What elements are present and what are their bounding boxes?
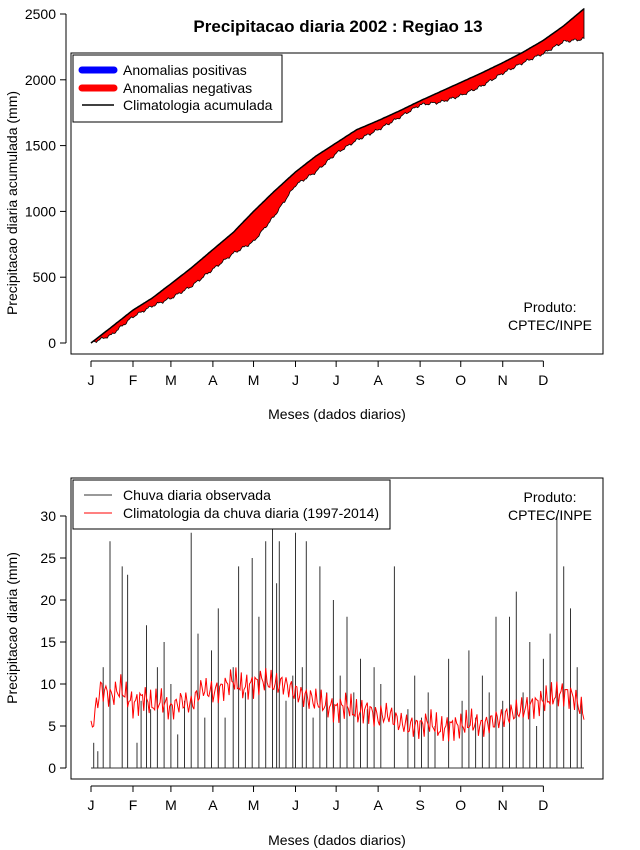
product-source-top: CPTEC/INPE — [508, 317, 592, 333]
legend-top: Anomalias positivas Anomalias negativas … — [72, 54, 283, 123]
y-tick-label: 1000 — [25, 203, 56, 219]
y-axis-label-top: Precipitacao diaria acumulada (mm) — [4, 91, 20, 315]
y-tick-label: 15 — [40, 634, 56, 650]
x-tick-label-0: J — [88, 372, 95, 388]
y-tick-label: 0 — [48, 760, 56, 776]
product-source-bottom: CPTEC/INPE — [508, 507, 592, 523]
climatology-cumulative-line — [90, 8, 585, 344]
x-tick-label-7: A — [373, 372, 383, 388]
y-tick-label: 20 — [40, 592, 56, 608]
x-tick-label-3: A — [208, 797, 218, 813]
legend-label-positive: Anomalias positivas — [123, 62, 247, 78]
climatology-line — [90, 667, 585, 742]
anomaly-band — [90, 7, 585, 344]
x-tick-label-5: J — [292, 372, 299, 388]
x-tick-label-6: J — [333, 372, 340, 388]
x-tick-label-9: O — [455, 372, 466, 388]
x-tick-label-2: M — [165, 797, 177, 813]
x-axis-label-top: Meses (dados diarios) — [268, 406, 406, 422]
cumulative-plot: 0 500 1000 1500 2000 2500 J F M A M J J A S O N D — [25, 6, 604, 388]
x-tick-label-9: O — [455, 797, 466, 813]
x-tick-label-11: D — [538, 372, 548, 388]
y-tick-label: 500 — [33, 269, 57, 285]
x-tick-label-1: F — [129, 797, 138, 813]
y-tick-label: 10 — [40, 676, 56, 692]
x-tick-label-7: A — [373, 797, 383, 813]
x-tick-label-0: J — [88, 797, 95, 813]
x-axis-label-bottom: Meses (dados diarios) — [268, 832, 406, 848]
chart-title: Precipitacao diaria 2002 : Regiao 13 — [193, 17, 482, 36]
y-axis-bottom: 0 5 10 15 20 25 30 — [40, 508, 67, 776]
legend-label-climatology-daily: Climatologia da chuva diaria (1997-2014) — [123, 505, 379, 521]
x-tick-label-5: J — [292, 797, 299, 813]
y-tick-label: 1500 — [25, 138, 56, 154]
x-tick-label-1: F — [129, 372, 138, 388]
y-tick-label: 2500 — [25, 6, 56, 22]
climatology-daily-line — [90, 667, 585, 742]
x-tick-label-10: N — [498, 372, 508, 388]
legend-box-bottom — [72, 479, 391, 530]
product-label-bottom: Produto: — [524, 489, 577, 505]
y-tick-label: 0 — [48, 335, 56, 351]
x-tick-label-6: J — [333, 797, 340, 813]
x-tick-label-4: M — [248, 372, 260, 388]
y-tick-label: 30 — [40, 508, 56, 524]
x-tick-label-3: A — [208, 372, 218, 388]
x-tick-label-8: S — [415, 372, 424, 388]
product-label-top: Produto: — [524, 299, 577, 315]
y-axis-top: 0 500 1000 1500 2000 2500 — [25, 6, 67, 351]
x-tick-label-10: N — [498, 797, 508, 813]
x-tick-label-11: D — [538, 797, 548, 813]
legend-label-observed: Chuva diaria observada — [123, 487, 271, 503]
legend-label-climatology: Climatologia acumulada — [123, 97, 273, 113]
y-axis-label-bottom: Precipitacao diaria (mm) — [4, 552, 20, 704]
x-tick-label-4: M — [248, 797, 260, 813]
y-tick-label: 5 — [48, 718, 56, 734]
y-tick-label: 25 — [40, 550, 56, 566]
y-tick-label: 2000 — [25, 72, 56, 88]
x-tick-label-8: S — [415, 797, 424, 813]
legend-bottom: Chuva diaria observada Climatologia da c… — [72, 479, 391, 530]
plot-frame-top — [70, 52, 604, 355]
x-tick-label-2: M — [165, 372, 177, 388]
daily-plot: 0 5 10 15 20 25 30 J F M A M J J A S O N D — [40, 477, 604, 813]
legend-label-negative: Anomalias negativas — [123, 80, 252, 96]
plot-frame-bottom — [70, 477, 604, 780]
